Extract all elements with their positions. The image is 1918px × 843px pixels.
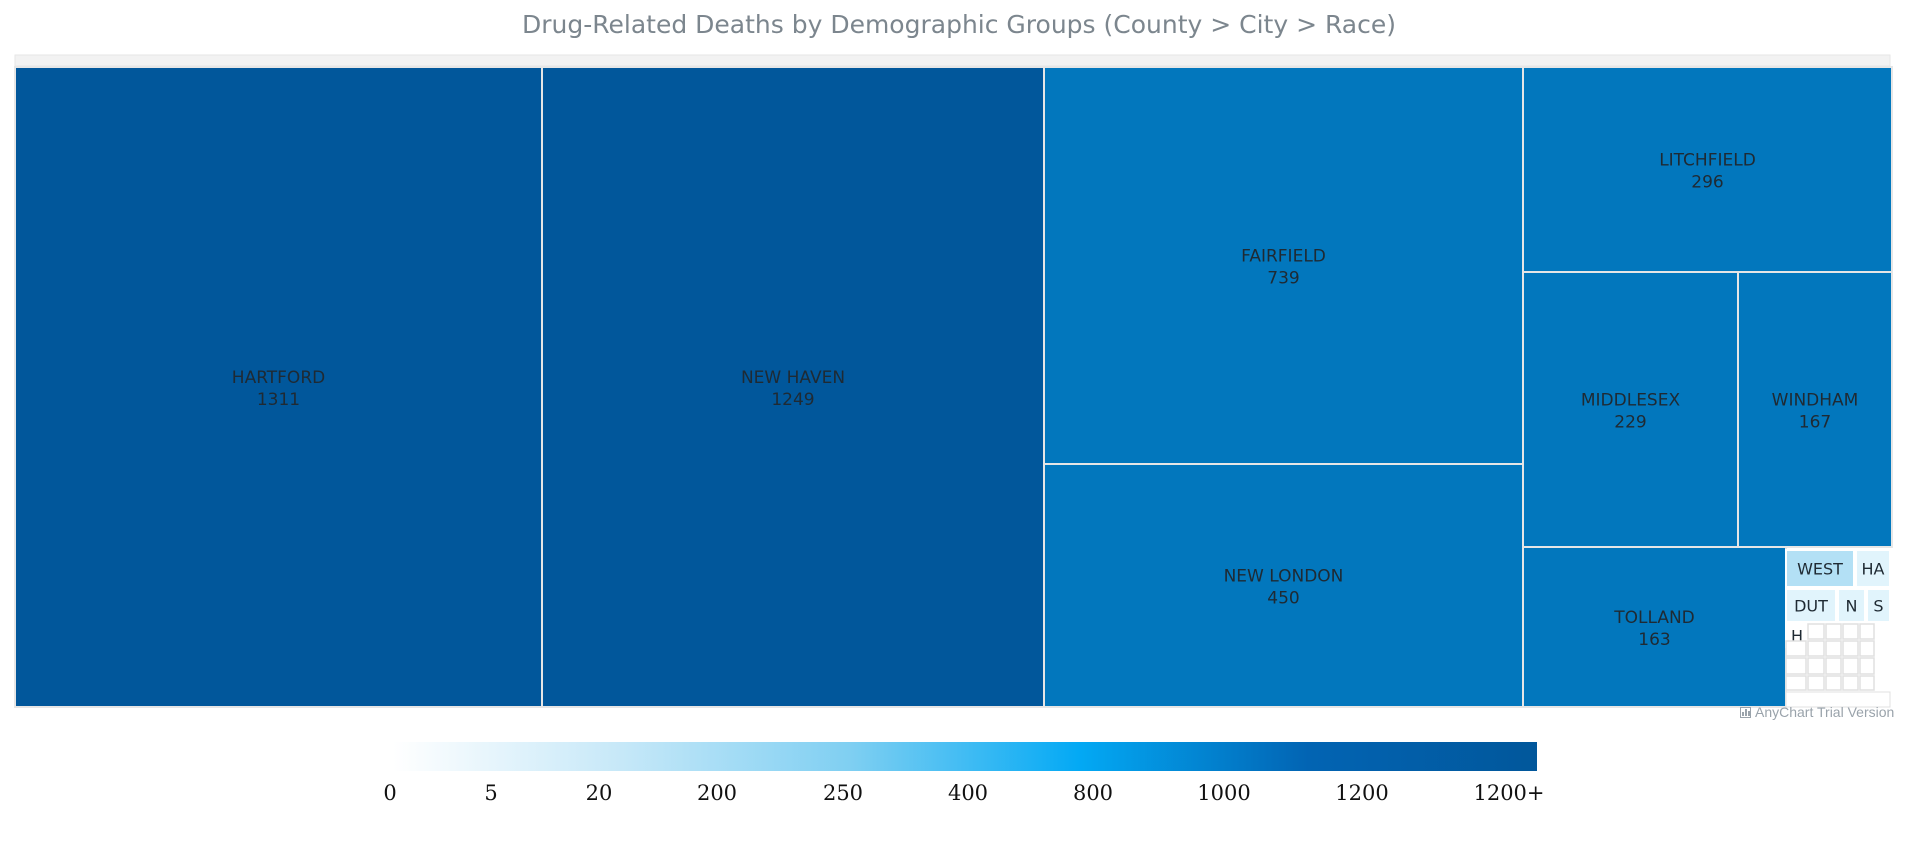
- small-cell[interactable]: [1825, 675, 1842, 691]
- tile-rect-windham[interactable]: [1737, 271, 1893, 548]
- tile-rect-litchfield[interactable]: [1522, 66, 1893, 273]
- watermark-text: AnyChart Trial Version: [1755, 704, 1895, 720]
- tile-rect-middlesex[interactable]: [1522, 271, 1739, 548]
- small-cell[interactable]: [1825, 657, 1842, 675]
- treemap-small-cells: [1785, 623, 1891, 708]
- range-tick-label: 1200: [1335, 781, 1388, 805]
- tile-name-new-london: NEW LONDON: [1224, 567, 1344, 587]
- tile-name-ha: HA: [1862, 560, 1885, 579]
- small-cell[interactable]: [1842, 623, 1859, 640]
- tile-rect-s[interactable]: [1866, 588, 1891, 623]
- small-cell[interactable]: [1842, 640, 1859, 657]
- chart-title: Drug-Related Deaths by Demographic Group…: [521, 10, 1396, 39]
- chart-logo-icon: [1740, 707, 1751, 718]
- range-tick-label: 0: [383, 781, 396, 805]
- range-tick-label: 400: [948, 781, 988, 805]
- small-cell[interactable]: [1807, 640, 1825, 657]
- tile-west[interactable]: WEST: [1785, 549, 1855, 588]
- small-cell[interactable]: [1842, 675, 1859, 691]
- tile-value-tolland: 163: [1638, 630, 1670, 650]
- tile-name-middlesex: MIDDLESEX: [1581, 391, 1681, 411]
- tile-rect-new-haven[interactable]: [541, 66, 1045, 708]
- tile-name-windham: WINDHAM: [1772, 391, 1859, 411]
- tile-rect-west[interactable]: [1785, 549, 1855, 588]
- tile-rect-dut[interactable]: [1785, 588, 1837, 623]
- tile-name-tolland: TOLLAND: [1613, 608, 1695, 628]
- tile-name-dut: DUT: [1794, 597, 1828, 616]
- small-cell[interactable]: [1785, 640, 1807, 657]
- tile-value-new-london: 450: [1267, 589, 1299, 609]
- tile-value-hartford: 1311: [257, 390, 300, 410]
- tile-name-s: S: [1873, 597, 1883, 616]
- tile-rect-ha[interactable]: [1855, 549, 1891, 588]
- tile-rect-tolland[interactable]: [1522, 546, 1787, 708]
- tile-name-fairfield: FAIRFIELD: [1241, 247, 1326, 267]
- range-tick-label: 800: [1073, 781, 1113, 805]
- tile-value-litchfield: 296: [1691, 173, 1723, 193]
- small-cell[interactable]: [1807, 623, 1825, 640]
- small-cells-edge: [1785, 691, 1891, 708]
- color-range-ticks: 0 5 20 200 250 400 800 1000 1200 1200+: [383, 781, 1544, 805]
- tile-value-fairfield: 739: [1267, 269, 1299, 289]
- tile-name-n: N: [1846, 597, 1858, 616]
- tile-rect-hartford[interactable]: [14, 66, 543, 708]
- small-cell[interactable]: [1807, 657, 1825, 675]
- tile-value-new-haven: 1249: [771, 390, 814, 410]
- range-tick-label: 1200+: [1473, 781, 1544, 805]
- small-cell[interactable]: [1842, 657, 1859, 675]
- tile-rect-fairfield[interactable]: [1043, 66, 1524, 465]
- small-cell[interactable]: [1859, 675, 1875, 691]
- tile-value-windham: 167: [1799, 413, 1831, 433]
- range-tick-label: 5: [484, 781, 497, 805]
- tile-rect-new-london[interactable]: [1043, 463, 1524, 708]
- range-tick-label: 20: [586, 781, 613, 805]
- tile-s[interactable]: S: [1866, 588, 1891, 623]
- range-tick-label: 200: [697, 781, 737, 805]
- tile-name-west: WEST: [1797, 560, 1843, 579]
- small-cell[interactable]: [1807, 675, 1825, 691]
- tile-name-hartford: HARTFORD: [232, 368, 325, 388]
- small-cell[interactable]: [1825, 623, 1842, 640]
- small-cell[interactable]: [1859, 657, 1875, 675]
- tile-value-middlesex: 229: [1614, 413, 1646, 433]
- tile-rect-n[interactable]: [1837, 588, 1866, 623]
- small-cell[interactable]: [1859, 640, 1875, 657]
- range-tick-label: 1000: [1197, 781, 1250, 805]
- watermark[interactable]: AnyChart Trial Version: [1740, 704, 1894, 720]
- small-cell[interactable]: [1785, 657, 1807, 675]
- range-tick-label: 250: [823, 781, 863, 805]
- tile-name-litchfield: LITCHFIELD: [1659, 151, 1756, 171]
- tile-dut[interactable]: DUT: [1785, 588, 1837, 623]
- small-cell[interactable]: [1785, 675, 1807, 691]
- small-cell[interactable]: [1859, 623, 1875, 640]
- small-cell[interactable]: [1825, 640, 1842, 657]
- color-range-bar: [393, 742, 1537, 771]
- tile-n[interactable]: N: [1837, 588, 1866, 623]
- tile-ha[interactable]: HA: [1855, 549, 1891, 588]
- tile-name-new-haven: NEW HAVEN: [741, 368, 845, 388]
